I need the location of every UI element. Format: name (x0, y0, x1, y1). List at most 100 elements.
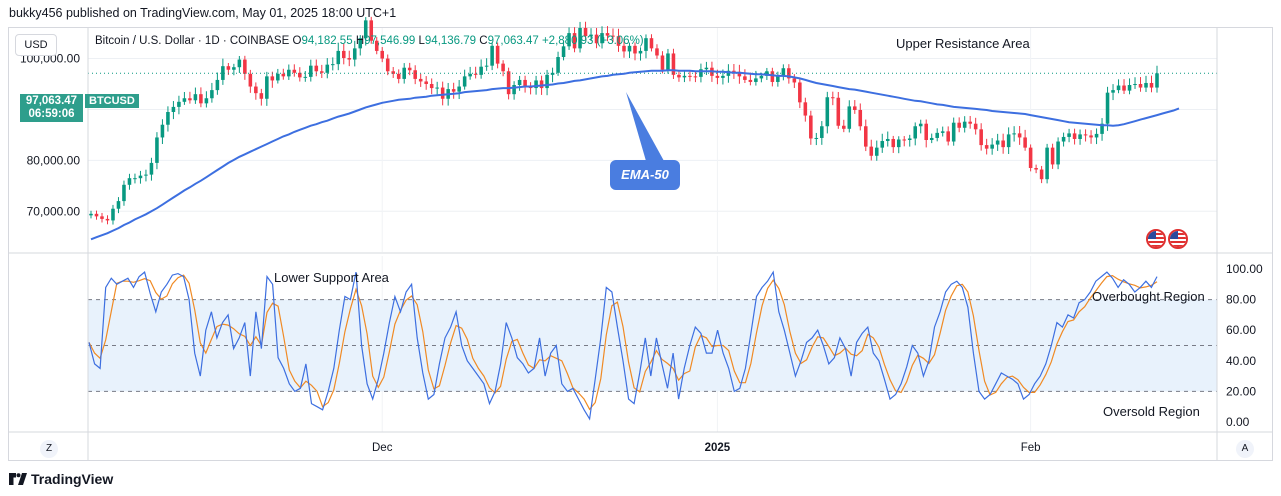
oscillator-layer (88, 270, 1158, 421)
currency-button[interactable]: USD (15, 34, 57, 56)
candle-body (946, 131, 950, 142)
candle-body (177, 101, 181, 107)
candle-body (484, 65, 489, 67)
candle-body (276, 73, 280, 81)
candle-body (237, 59, 242, 68)
candle-body (655, 48, 659, 56)
candle-body (858, 109, 863, 127)
candle-body (732, 70, 736, 72)
axis-layer: 100,000.0090,000.0080,000.0070,000.00Dec… (8, 27, 1273, 461)
candle-body (473, 73, 478, 75)
candle-body (743, 76, 747, 80)
legend-change: +2,880.93 (+3.06%) (541, 35, 644, 47)
candle-body (979, 129, 983, 146)
candle-body (611, 35, 615, 37)
publisher-line: bukky456 published on TradingView.com, M… (9, 6, 397, 20)
candle-body (468, 73, 472, 77)
candle-body (204, 98, 209, 104)
ema50-line (90, 69, 1180, 241)
candle-body (341, 50, 346, 59)
candles-layer (88, 16, 1217, 225)
candle-body (627, 45, 632, 52)
candle-body (298, 72, 302, 78)
candle-body (501, 63, 505, 72)
candle-body (984, 145, 989, 149)
legend-close: 97,063.47 (487, 35, 539, 47)
candle-body (1056, 141, 1060, 165)
tradingview-logo-icon (9, 473, 27, 485)
candle-body (677, 74, 681, 78)
candle-body (144, 174, 148, 176)
candle-body (127, 178, 132, 185)
legend-low: 94,136.79 (424, 35, 477, 47)
tradingview-logo-text: TradingView (31, 471, 114, 487)
legend-symbol: Bitcoin / U.S. Dollar · 1D · COINBASE (95, 35, 290, 47)
candle-body (149, 162, 154, 175)
legend-l-label: L (418, 35, 425, 47)
chart-frame[interactable] (8, 27, 1273, 461)
candle-body (94, 213, 99, 217)
candle-body (556, 57, 560, 73)
candle-body (133, 178, 137, 180)
ticker-tag: BTCUSD (85, 94, 139, 108)
us-flag-icon[interactable] (1146, 229, 1166, 249)
candle-body (874, 147, 879, 156)
candle-body (396, 73, 401, 79)
candle-body (155, 137, 159, 163)
candle-body (270, 76, 275, 81)
timezone-button[interactable]: Z (40, 440, 58, 458)
candle-body (660, 55, 665, 70)
candle-body (512, 85, 516, 95)
symbol-legend: Bitcoin / U.S. Dollar · 1D · COINBASE O9… (95, 35, 644, 47)
candle-body (781, 68, 786, 76)
candle-body (363, 20, 368, 39)
us-flag-icon[interactable] (1168, 229, 1188, 249)
candle-body (1039, 169, 1044, 180)
ema-callout: EMA-50 (610, 160, 680, 190)
candle-body (440, 87, 445, 99)
candle-body (358, 38, 363, 49)
candle-body (1111, 90, 1115, 93)
upper-resistance-label: Upper Resistance Area (896, 36, 1030, 51)
candle-body (457, 86, 461, 92)
candle-body (254, 86, 258, 94)
candle-body (545, 74, 549, 89)
candle-body (418, 78, 423, 82)
candle-body (633, 45, 637, 54)
candle-body (325, 64, 330, 73)
candle-body (649, 38, 654, 49)
candle-body (1028, 147, 1033, 168)
tradingview-logo[interactable]: TradingView (9, 471, 113, 487)
legend-h-label: H (355, 35, 365, 47)
candle-body (281, 73, 286, 77)
candle-body (1083, 134, 1088, 136)
candle-body (226, 66, 231, 70)
auto-scale-button[interactable]: A (1236, 440, 1254, 458)
candle-body (638, 50, 643, 54)
candle-body (517, 79, 522, 86)
candle-body (309, 65, 313, 77)
candle-body (935, 132, 939, 138)
candle-body (391, 71, 395, 74)
candle-body (171, 106, 176, 112)
candle-body (814, 137, 819, 139)
candle-body (407, 67, 412, 71)
candle-body (853, 106, 857, 110)
candle-body (682, 75, 687, 78)
candle-body (1094, 133, 1099, 138)
candle-body (210, 90, 214, 99)
candle-body (902, 139, 907, 141)
candle-body (572, 33, 577, 49)
stoch-d-line (88, 274, 1158, 411)
candle-body (314, 65, 319, 72)
candle-body (995, 140, 1000, 145)
candle-body (1155, 73, 1159, 88)
candle-body (940, 131, 945, 133)
candle-body (748, 79, 753, 82)
stoch-axis-label: 20.00 (1226, 384, 1256, 398)
candle-body (1023, 137, 1027, 148)
candle-body (1012, 133, 1016, 135)
candle-body (352, 48, 357, 60)
